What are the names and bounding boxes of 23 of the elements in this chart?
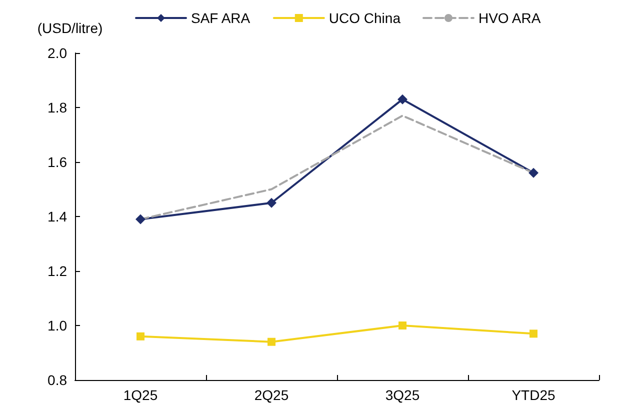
x-tick-label: YTD25	[512, 387, 556, 403]
y-tick-label: 1.6	[48, 154, 68, 170]
x-tick-label: 1Q25	[123, 387, 158, 403]
point	[268, 338, 276, 346]
y-tick-label: 1.4	[48, 208, 68, 224]
y-tick-label: 1.2	[48, 263, 68, 279]
legend-label: HVO ARA	[478, 10, 542, 26]
x-tick-label: 3Q25	[385, 387, 420, 403]
legend-label: SAF ARA	[191, 10, 251, 26]
y-axis-title: (USD/litre)	[37, 20, 103, 36]
x-tick-label: 2Q25	[254, 387, 289, 403]
point	[398, 322, 406, 330]
point	[530, 330, 538, 338]
point	[136, 214, 146, 224]
legend-label: UCO China	[328, 10, 401, 26]
point	[266, 198, 276, 208]
y-tick-label: 1.8	[48, 100, 68, 116]
point	[136, 332, 144, 340]
point	[398, 94, 408, 104]
y-tick-label: 2.0	[48, 45, 68, 61]
point	[528, 168, 538, 178]
y-tick-label: 0.8	[48, 372, 68, 388]
y-tick-label: 1.0	[48, 318, 68, 334]
